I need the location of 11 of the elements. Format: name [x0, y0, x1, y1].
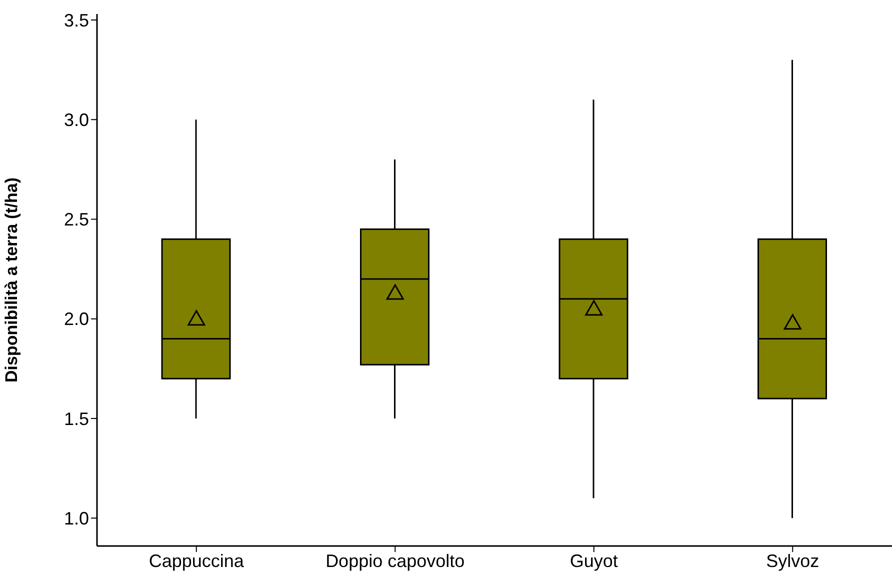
x-tick-label: Doppio capovolto [326, 550, 465, 571]
y-tick-label: 1.5 [64, 408, 89, 429]
y-tick-label: 1.0 [64, 508, 89, 528]
x-tick-label: Cappuccina [148, 550, 245, 571]
x-tick-label: Guyot [570, 550, 618, 571]
x-tick-label: Sylvoz [766, 550, 820, 571]
y-tick-label: 3.5 [64, 10, 89, 30]
y-tick-label: 2.5 [64, 210, 89, 230]
y-tick-label: 2.0 [64, 309, 89, 330]
y-axis-title: Disponibilità a terra (t/ha) [2, 178, 22, 382]
y-tick-label: 3.0 [64, 110, 89, 130]
